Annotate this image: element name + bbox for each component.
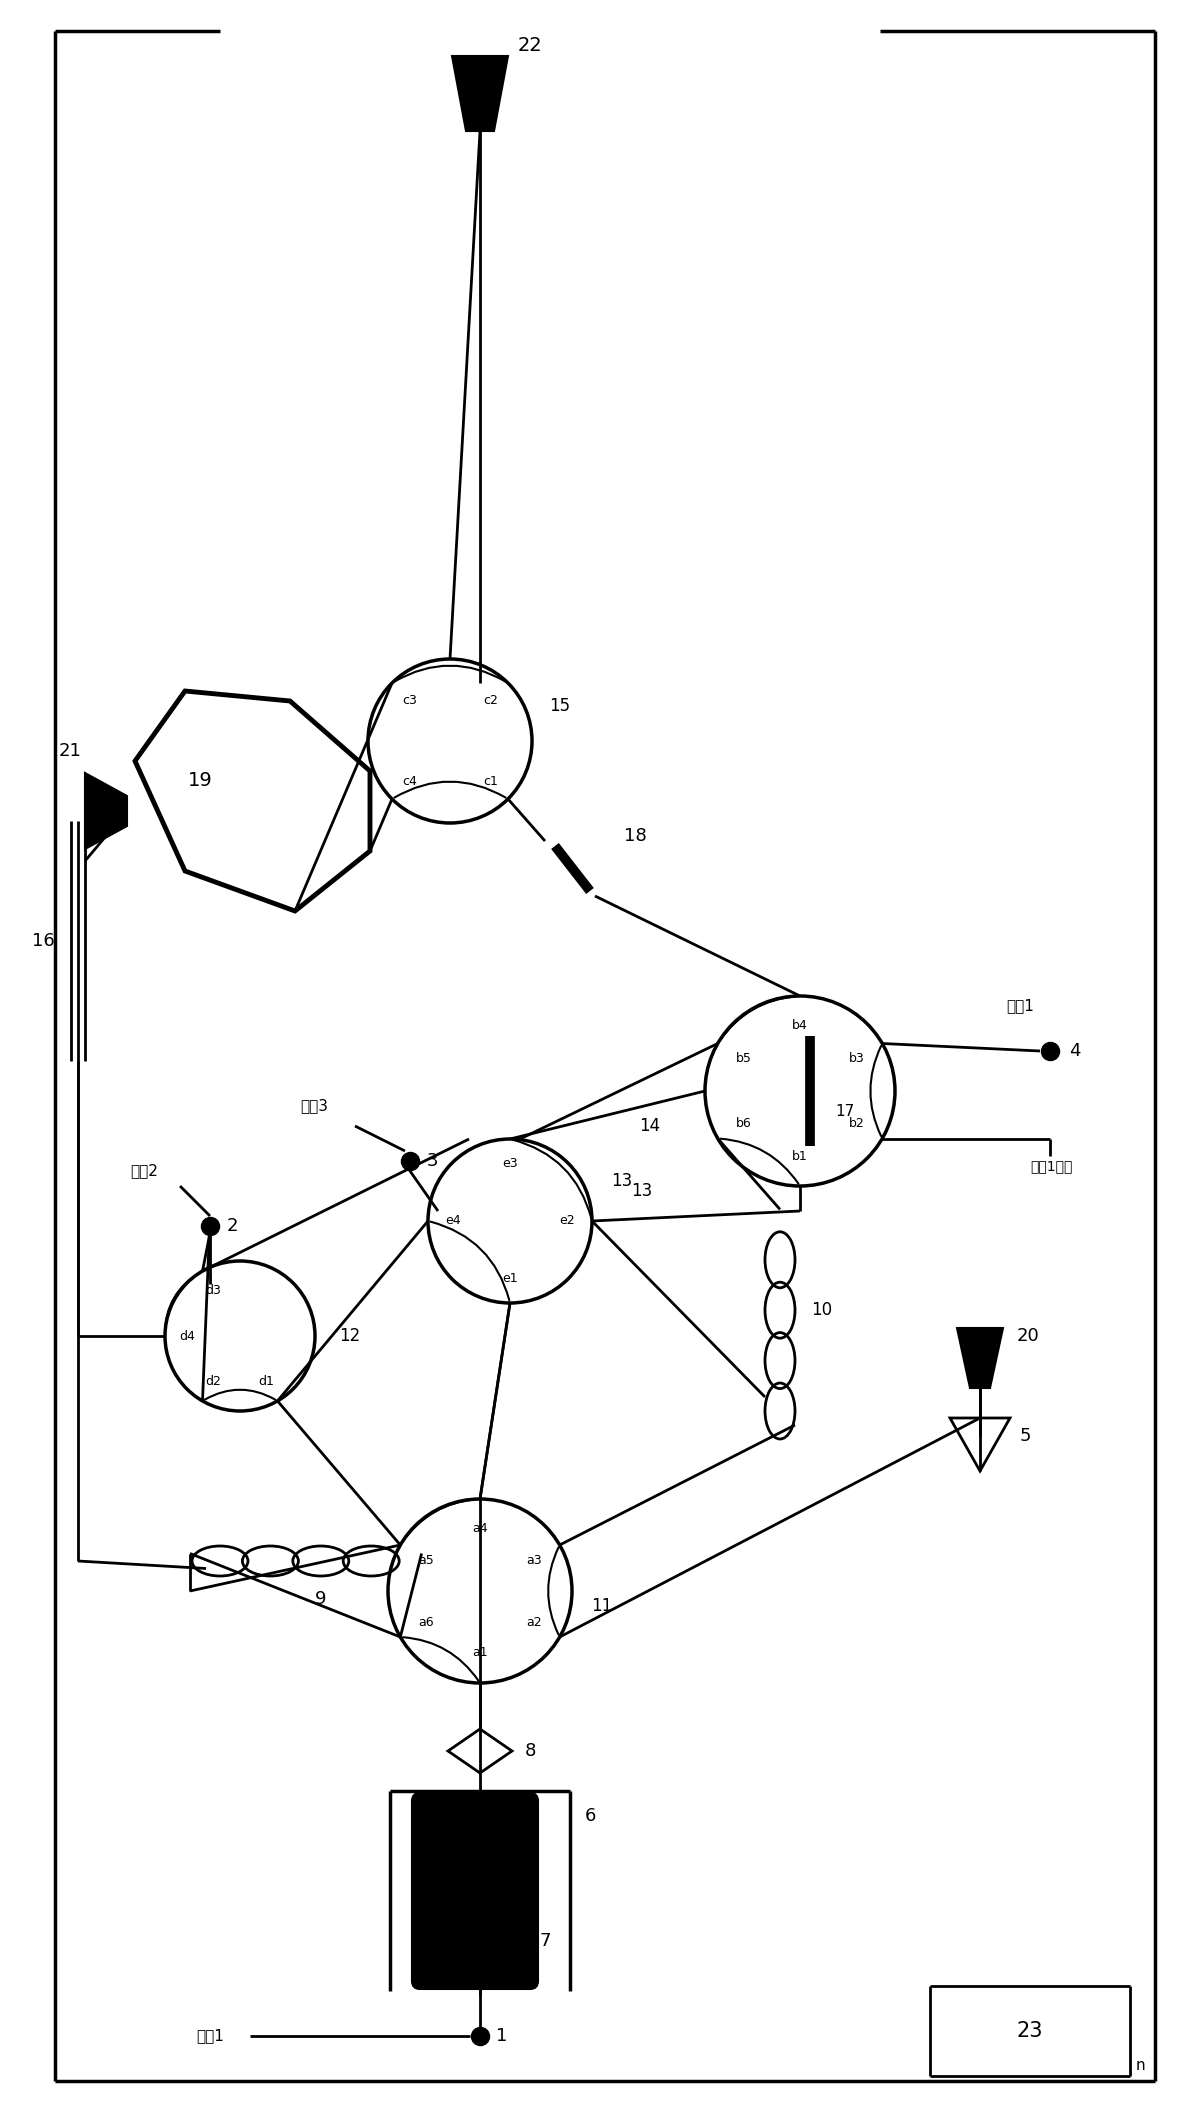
Text: 5: 5 <box>1019 1427 1031 1446</box>
Polygon shape <box>958 1328 1003 1389</box>
Text: 12: 12 <box>339 1328 361 1345</box>
Text: b3: b3 <box>848 1051 864 1066</box>
Text: 2: 2 <box>226 1218 238 1235</box>
Text: 22: 22 <box>517 36 543 55</box>
Text: 载气1: 载气1 <box>196 2029 224 2043</box>
Text: 10: 10 <box>812 1300 832 1319</box>
Text: n: n <box>1136 2058 1145 2073</box>
Text: b1: b1 <box>792 1150 808 1163</box>
Text: 9: 9 <box>315 1590 326 1609</box>
Text: 7: 7 <box>539 1932 551 1951</box>
Text: b4: b4 <box>792 1020 808 1032</box>
Text: 13: 13 <box>632 1182 652 1199</box>
Text: 18: 18 <box>623 828 646 844</box>
Text: a6: a6 <box>419 1615 434 1628</box>
Text: a1: a1 <box>473 1647 487 1659</box>
Text: 8: 8 <box>525 1742 535 1761</box>
Text: c3: c3 <box>402 695 417 707</box>
Text: 16: 16 <box>31 931 54 950</box>
Text: d2: d2 <box>206 1376 221 1389</box>
Text: a5: a5 <box>419 1554 434 1566</box>
Text: 载气2: 载气2 <box>130 1163 158 1178</box>
Text: 17: 17 <box>835 1104 854 1119</box>
Text: e3: e3 <box>502 1157 517 1169</box>
Text: b5: b5 <box>736 1051 752 1066</box>
Text: d1: d1 <box>259 1376 274 1389</box>
FancyBboxPatch shape <box>411 1792 538 1989</box>
Text: 20: 20 <box>1017 1328 1039 1345</box>
Text: 载气1出口: 载气1出口 <box>1030 1159 1072 1174</box>
Text: c2: c2 <box>482 695 498 707</box>
Text: c4: c4 <box>402 775 417 787</box>
Text: 13: 13 <box>611 1172 633 1191</box>
Text: a2: a2 <box>526 1615 541 1628</box>
Text: 3: 3 <box>426 1153 438 1169</box>
Text: e4: e4 <box>445 1214 461 1226</box>
Text: 19: 19 <box>188 771 213 790</box>
Text: 6: 6 <box>585 1807 595 1826</box>
Polygon shape <box>85 773 128 849</box>
Polygon shape <box>452 57 508 131</box>
Text: 14: 14 <box>640 1117 660 1136</box>
Text: b2: b2 <box>848 1117 864 1129</box>
Text: 11: 11 <box>592 1598 612 1615</box>
Text: 23: 23 <box>1017 2020 1043 2041</box>
Text: a4: a4 <box>473 1522 487 1535</box>
Text: a3: a3 <box>526 1554 541 1566</box>
Text: d3: d3 <box>206 1283 221 1296</box>
Text: 21: 21 <box>59 741 82 760</box>
Text: 1: 1 <box>497 2027 508 2046</box>
Text: 4: 4 <box>1069 1043 1080 1060</box>
Text: d4: d4 <box>179 1330 195 1343</box>
Text: e1: e1 <box>502 1271 517 1283</box>
Text: 载气3: 载气3 <box>300 1098 328 1112</box>
Text: b6: b6 <box>736 1117 752 1129</box>
Text: c1: c1 <box>482 775 498 787</box>
Text: 载气1: 载气1 <box>1006 999 1033 1013</box>
Text: e2: e2 <box>559 1214 575 1226</box>
Text: 15: 15 <box>550 697 570 716</box>
